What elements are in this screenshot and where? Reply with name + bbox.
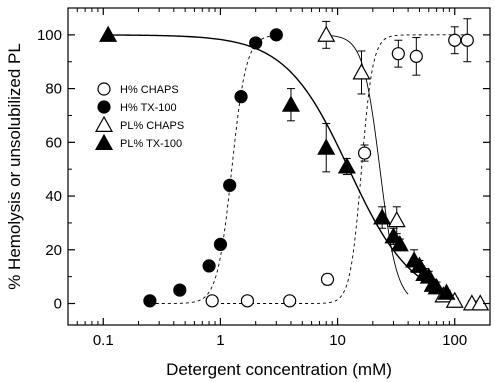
y-tick-label: 80	[45, 81, 62, 98]
data-point	[234, 90, 248, 104]
data-point	[460, 33, 474, 47]
x-tick-label: 0.1	[93, 332, 114, 349]
y-tick-label: 40	[45, 188, 62, 205]
y-axis-label: % Hemolysis or unsolubilized PL	[5, 43, 24, 290]
x-axis-label: Detergent concentration (mM)	[166, 360, 392, 379]
legend-label: PL% CHAPS	[120, 120, 184, 132]
legend-label: H% TX-100	[120, 102, 177, 114]
data-point	[445, 291, 464, 308]
data-point	[283, 294, 297, 308]
data-point	[269, 28, 283, 42]
legend-label: PL% TX-100	[120, 138, 182, 150]
data-point	[390, 235, 409, 252]
data-point	[320, 272, 335, 286]
data-point	[173, 283, 187, 297]
legend-marker	[97, 82, 111, 96]
data-point	[202, 259, 216, 273]
y-tick-label: 20	[45, 242, 62, 259]
legend-marker	[97, 100, 111, 114]
data-point	[437, 283, 456, 300]
series-pl-tx-100	[99, 25, 456, 300]
data-point	[99, 25, 118, 42]
data-point	[448, 33, 462, 47]
data-point	[281, 95, 300, 112]
data-point	[249, 36, 263, 50]
fit-curve	[108, 34, 450, 294]
legend: H% CHAPS H% TX-100 PL% CHAPS PL% TX-100	[94, 82, 184, 150]
data-point	[409, 49, 423, 63]
y-tick-label: 60	[45, 134, 62, 151]
data-point	[471, 294, 490, 311]
data-point	[317, 25, 336, 42]
y-tick-label: 100	[37, 27, 62, 44]
x-tick-label: 10	[329, 332, 346, 349]
fit-curve	[326, 34, 409, 295]
axes: 0 20 40 60 80 100 0.1 1 10 100	[37, 7, 491, 349]
legend-label: H% CHAPS	[120, 84, 179, 96]
plot-frame	[67, 7, 491, 326]
data-point	[427, 278, 446, 295]
data-point	[391, 47, 405, 61]
x-tick-label: 1	[216, 332, 224, 349]
series-h-tx-100	[143, 28, 283, 308]
data-point	[387, 210, 406, 228]
data-point	[337, 157, 356, 174]
data-point	[213, 237, 228, 252]
data-point	[317, 138, 336, 155]
series-h-chaps	[205, 18, 474, 308]
legend-marker	[94, 115, 114, 132]
data-point	[373, 208, 392, 225]
data-point	[223, 178, 237, 192]
data-point	[352, 63, 371, 80]
data-point	[240, 294, 255, 308]
plot-data	[99, 18, 490, 311]
data-point	[143, 294, 157, 308]
x-tick-label: 100	[442, 332, 467, 349]
data-point	[357, 146, 372, 160]
legend-marker	[94, 133, 114, 150]
y-tick-label: 0	[54, 296, 62, 313]
data-point	[205, 294, 219, 308]
